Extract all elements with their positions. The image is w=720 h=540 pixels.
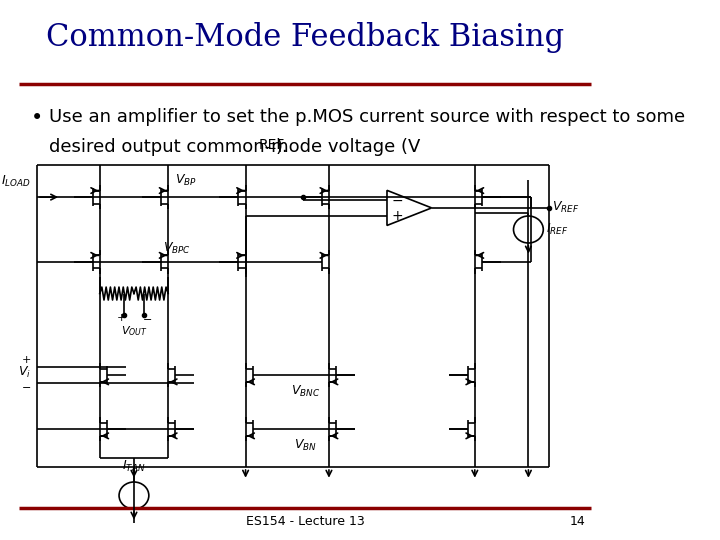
Text: Common-Mode Feedback Biasing: Common-Mode Feedback Biasing [46,22,564,53]
Text: $V_{BP}$: $V_{BP}$ [175,173,197,188]
Text: $+$: $+$ [391,208,403,222]
Text: $+$: $+$ [116,312,126,323]
Text: $+$: $+$ [21,354,31,364]
Text: •: • [31,108,43,128]
Text: desired output common-mode voltage (V: desired output common-mode voltage (V [49,138,420,156]
Text: $I_{TAN}$: $I_{TAN}$ [122,459,145,474]
Text: 14: 14 [570,515,585,528]
Text: $-$: $-$ [21,381,31,391]
Text: $-$: $-$ [142,313,152,323]
Text: $V_{BNC}$: $V_{BNC}$ [291,384,320,399]
Text: $V_{BN}$: $V_{BN}$ [294,438,317,453]
Text: $V_{REF}$: $V_{REF}$ [552,200,580,215]
Text: $V_{OUT}$: $V_{OUT}$ [121,325,148,338]
Text: ).: ). [275,138,288,156]
Text: $-$: $-$ [391,193,403,207]
Text: $V_i$: $V_i$ [18,365,31,380]
Text: ES154 - Lecture 13: ES154 - Lecture 13 [246,515,364,528]
Text: REF: REF [258,138,285,152]
Text: $V_{BPC}$: $V_{BPC}$ [163,241,191,256]
Text: Use an amplifier to set the p.MOS current source with respect to some: Use an amplifier to set the p.MOS curren… [49,108,685,126]
Text: $I_{REF}$: $I_{REF}$ [546,222,569,237]
Text: $I_{LOAD}$: $I_{LOAD}$ [1,174,31,189]
